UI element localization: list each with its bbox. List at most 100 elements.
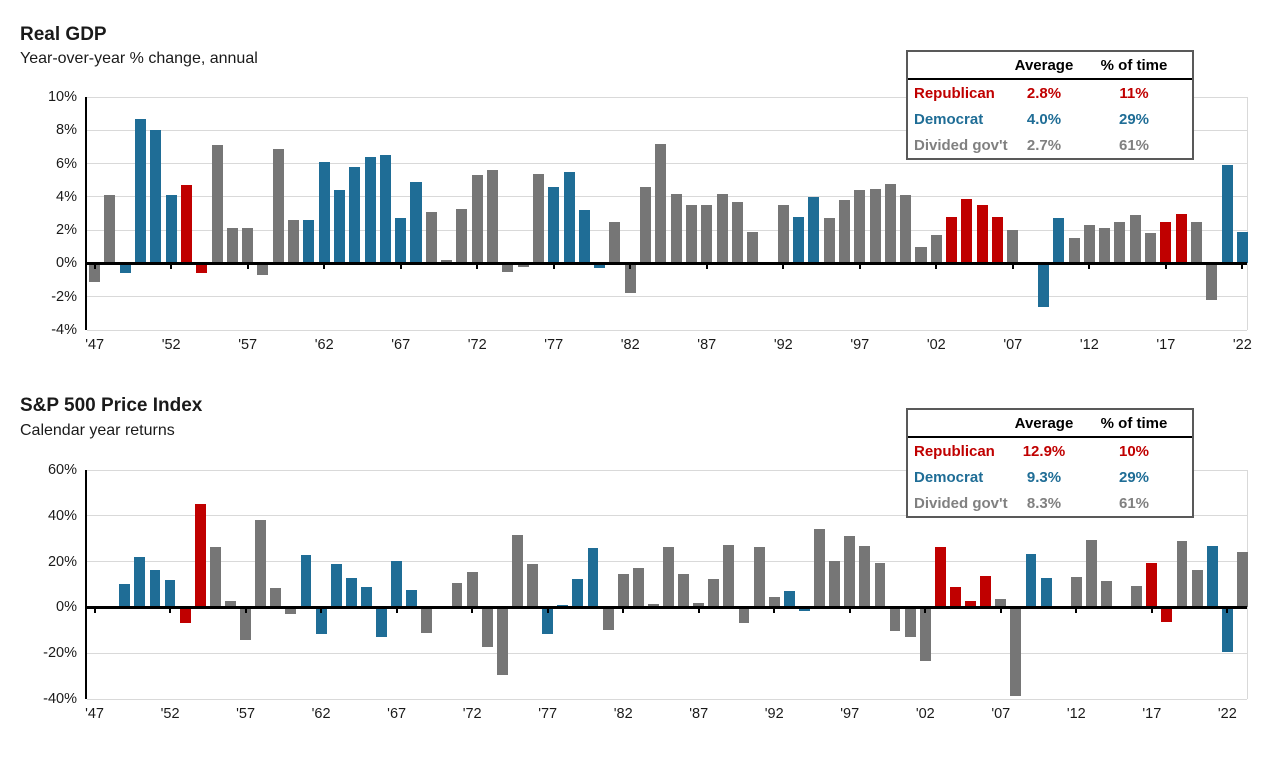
legend-header-pct-of-time: % of time	[1100, 56, 1168, 74]
x-axis-tick-label: '57	[238, 337, 258, 353]
x-axis-tick-mark	[924, 607, 927, 614]
x-axis-tick-mark	[93, 263, 96, 270]
bar-1975	[512, 535, 523, 608]
legend-average-democrat: 4.0%	[1026, 110, 1062, 128]
sp500-chart-subtitle: Calendar year returns	[20, 422, 175, 439]
legend-row-democrat: Democrat 4.0% 29%	[908, 106, 1192, 132]
x-axis-tick-mark	[1241, 263, 1244, 270]
bar-2009	[1025, 553, 1037, 608]
x-axis-tick-label: '77	[538, 706, 558, 722]
x-axis-tick-label: '22	[1232, 337, 1252, 353]
bar-2003	[934, 546, 946, 608]
legend-header-pct-of-time: % of time	[1100, 414, 1168, 432]
bar-2019	[1190, 221, 1202, 264]
bar-2013	[1099, 228, 1111, 264]
bar-2016	[1131, 585, 1143, 608]
bar-1952	[165, 195, 177, 264]
x-axis-tick-label: '62	[314, 337, 334, 353]
bar-2003	[946, 216, 958, 264]
bar-1982	[624, 263, 636, 294]
bar-1988	[716, 193, 728, 264]
bar-2004	[961, 198, 973, 264]
bar-1951	[149, 569, 161, 608]
bar-1969	[421, 607, 433, 634]
x-axis-tick-label: '67	[387, 706, 407, 722]
bar-1973	[487, 170, 499, 264]
x-axis-tick-mark	[629, 263, 632, 270]
y-axis-tick-label: 6%	[56, 155, 77, 172]
x-axis-tick-label: '92	[764, 706, 784, 722]
bar-1981	[609, 221, 621, 264]
legend-label-democrat: Democrat	[914, 110, 984, 128]
bar-1990	[738, 607, 750, 623]
bar-1961	[303, 220, 315, 264]
x-axis-tick-label: '87	[697, 337, 717, 353]
bar-1985	[663, 547, 674, 608]
bar-2007	[1007, 230, 1019, 264]
bar-1994	[808, 196, 820, 264]
x-axis-tick-mark	[399, 263, 402, 270]
y-axis-tick-label: 0%	[56, 599, 77, 616]
bar-1988	[708, 579, 720, 608]
bar-2016	[1145, 233, 1157, 264]
bar-1992	[768, 597, 780, 608]
bar-2000	[889, 607, 901, 631]
bar-1976	[527, 563, 538, 608]
legend-pct-democrat: 29%	[1118, 468, 1150, 486]
legend-pct-divided: 61%	[1118, 494, 1150, 512]
bar-1968	[410, 181, 422, 264]
x-axis-tick-label: '17	[1142, 706, 1162, 722]
x-axis-tick-label: '72	[462, 706, 482, 722]
legend-row-republican: Republican 2.8% 11%	[908, 80, 1192, 106]
bar-2005	[976, 205, 988, 264]
legend-header-average: Average	[1014, 56, 1074, 74]
x-axis-tick-label: '82	[613, 706, 633, 722]
x-axis-tick-label: '97	[840, 706, 860, 722]
bar-1963	[333, 190, 345, 264]
bar-2021	[1221, 165, 1233, 264]
x-axis-tick-label: '17	[1156, 337, 1176, 353]
bar-2018	[1161, 607, 1173, 622]
bar-2007	[995, 599, 1007, 608]
bar-1984	[655, 143, 667, 264]
sp500-plot-area: 60% 40% 20% 0% -20% -40% '47 '52 '57 '62 '67 '72 '77…	[43, 462, 1248, 722]
bar-1956	[226, 228, 238, 264]
x-axis-tick-label: '62	[311, 706, 331, 722]
x-axis-tick-mark	[1164, 263, 1167, 270]
bar-1971	[451, 582, 463, 608]
bar-1986	[685, 205, 697, 264]
bar-1954	[194, 504, 206, 608]
bar-2000	[900, 195, 912, 264]
x-axis-tick-label: '72	[467, 337, 487, 353]
x-axis-tick-label: '07	[991, 706, 1011, 722]
bar-2019	[1176, 541, 1188, 608]
bar-1979	[572, 579, 584, 608]
x-axis-tick-mark	[546, 607, 549, 614]
bar-2015	[1129, 215, 1141, 264]
bar-1997	[844, 536, 856, 608]
legend-label-divided: Divided gov't	[914, 494, 1008, 512]
bar-1981	[602, 607, 614, 630]
gdp-legend-table: Average % of time Republican 2.8% 11% De…	[906, 50, 1194, 160]
x-axis-tick-mark	[244, 607, 247, 614]
gridline	[87, 652, 1247, 654]
bar-1977	[548, 186, 560, 264]
legend-row-divided: Divided gov't 2.7% 61%	[908, 132, 1192, 158]
bar-1983	[632, 567, 644, 608]
bar-1972	[466, 571, 478, 608]
bar-1971	[456, 208, 468, 264]
bar-2004	[950, 586, 961, 608]
y-axis-tick-label: -2%	[51, 288, 77, 305]
bar-2014	[1101, 581, 1112, 608]
bar-1968	[406, 589, 418, 608]
bar-1987	[701, 205, 713, 264]
x-axis-tick-mark	[552, 263, 555, 270]
legend-label-divided: Divided gov't	[914, 136, 1008, 154]
x-axis-tick-mark	[1075, 607, 1078, 614]
x-axis-tick-label: '12	[1066, 706, 1086, 722]
bar-1979	[578, 210, 590, 264]
bar-1995	[814, 529, 825, 608]
bar-1993	[793, 216, 805, 264]
x-axis-tick-label: '67	[391, 337, 411, 353]
legend-pct-democrat: 29%	[1118, 110, 1150, 128]
